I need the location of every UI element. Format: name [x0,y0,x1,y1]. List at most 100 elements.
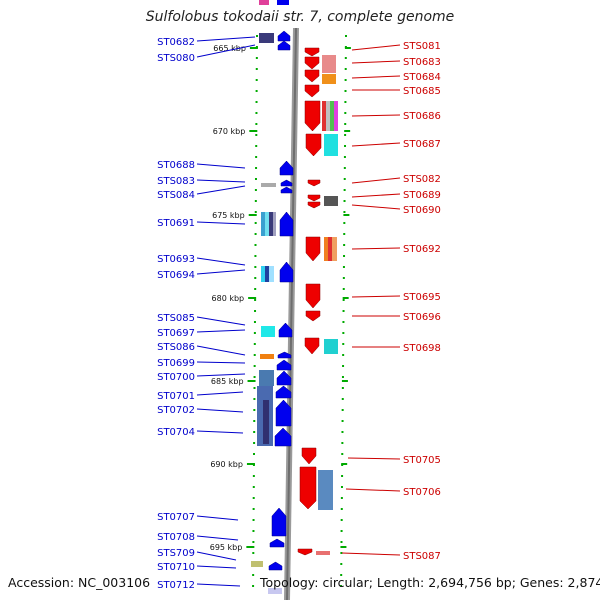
forward-gene-arrow [277,30,291,42]
gene-label: STS709 [157,548,195,559]
gene-label: ST0695 [403,292,441,303]
kbp-label: 690 kbp [210,460,243,469]
forward-gene-arrow [277,0,289,5]
gene-label: ST0700 [157,372,195,383]
feature-block [259,0,269,5]
leader-line [196,36,256,42]
leader-line [351,295,401,298]
gene-label: ST0684 [403,72,441,83]
gene-label: ST0702 [157,405,195,416]
leader-line [347,457,401,460]
leader-line [351,177,401,184]
reverse-gene-arrow [305,310,321,322]
leader-line [351,44,401,51]
gene-label: ST0701 [157,391,195,402]
reverse-gene-arrow [301,447,317,465]
leader-line [196,163,246,169]
leader-line [196,269,246,275]
feature-block [326,101,330,131]
feature-block [332,237,337,261]
feature-block [322,101,326,131]
reverse-gene-arrow [305,283,321,309]
reverse-gene-arrow [307,201,321,209]
feature-block [260,354,274,359]
reverse-gene-arrow [305,236,321,262]
genome-title: Sulfolobus tokodaii str. 7, complete gen… [145,9,455,25]
leader-line [196,373,246,377]
forward-gene-arrow [279,261,294,283]
reverse-gene-arrow [304,100,321,132]
gene-label: ST0708 [157,532,195,543]
leader-line [351,60,401,64]
reverse-gene-arrow [307,194,321,202]
reverse-gene-arrow [299,466,317,510]
reverse-gene-arrow [297,548,313,556]
leader-line [351,247,401,250]
leader-line [196,515,239,521]
feature-block [265,212,269,236]
leader-line [196,583,241,587]
leader-line [196,221,246,225]
leader-line [196,391,244,396]
gene-label: ST0694 [157,270,195,281]
forward-gene-arrow [271,507,287,537]
feature-block [259,33,274,43]
forward-gene-arrow [279,211,294,237]
kbp-label: 675 kbp [212,211,245,220]
gene-label: ST0692 [403,244,441,255]
gene-label: ST0686 [403,111,441,122]
gene-label: ST0693 [157,254,195,265]
accession-label: Accession: NC_003106 [8,575,151,590]
leader-line [196,185,246,195]
leader-line [196,316,246,326]
feature-block [324,339,338,354]
gene-label: ST0683 [403,57,441,68]
kbp-label: 680 kbp [212,294,245,303]
topology-label: Topology: circular; Length: 2,694,756 bp… [260,575,600,590]
gene-label: ST0706 [403,487,441,498]
leader-line [351,204,401,210]
gene-label: ST0710 [157,562,195,573]
forward-gene-arrow [275,385,292,399]
leader-line [196,408,244,413]
reverse-gene-arrow [304,47,320,57]
gene-label: ST0682 [157,37,195,48]
leader-line [196,179,246,183]
forward-gene-arrow [277,40,291,51]
leader-line [196,361,246,364]
forward-gene-arrow [280,186,293,194]
reverse-gene-arrow [305,133,322,157]
gene-label: ST0688 [157,160,195,171]
feature-block [263,400,269,444]
kbp-label: 695 kbp [210,543,243,552]
feature-block [259,370,274,386]
feature-block [328,237,332,261]
forward-gene-arrow [276,370,292,386]
leader-line [196,257,246,266]
gene-label: ST0690 [403,205,441,216]
feature-block [324,237,328,261]
feature-block [269,212,273,236]
feature-block [318,470,333,510]
leader-line [345,488,401,492]
gene-label: STS086 [157,342,195,353]
gene-label: ST0699 [157,358,195,369]
gene-label: STS085 [157,313,195,324]
feature-block [316,551,330,555]
kbp-label: 670 kbp [213,127,246,136]
gene-label: ST0707 [157,512,195,523]
reverse-gene-arrow [307,179,321,187]
gene-label: STS083 [157,176,195,187]
leader-line [196,44,256,58]
gene-label: STS080 [157,53,195,64]
forward-gene-arrow [274,427,292,447]
feature-block [334,101,338,131]
leader-line [196,430,244,434]
forward-gene-arrow [268,561,283,571]
gene-label: ST0691 [157,218,195,229]
feature-block [324,196,338,206]
gene-label: ST0698 [403,343,441,354]
reverse-gene-arrow [304,56,320,70]
leader-line [351,75,401,79]
reverse-gene-arrow [304,337,320,355]
